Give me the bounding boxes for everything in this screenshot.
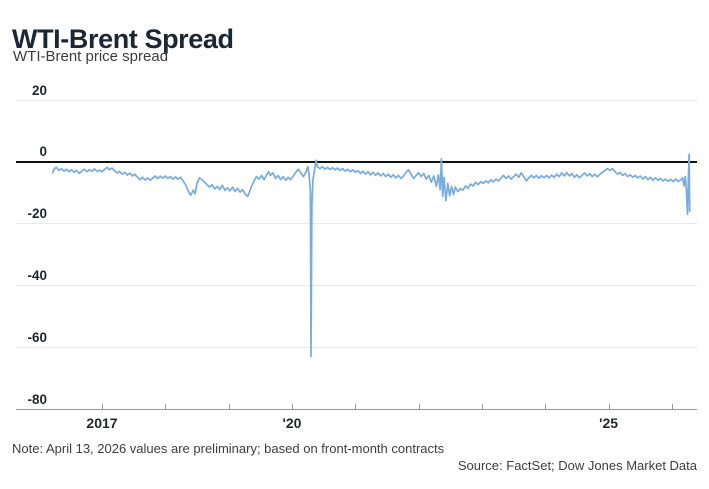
y-tick-label: -80 bbox=[27, 391, 47, 407]
x-tick-label: '20 bbox=[282, 415, 302, 431]
y-tick-label: 20 bbox=[31, 82, 47, 98]
x-tick bbox=[228, 404, 230, 409]
x-tick bbox=[545, 404, 547, 409]
x-tick bbox=[672, 404, 673, 409]
gridline bbox=[16, 99, 697, 101]
spread-series-line bbox=[51, 153, 691, 358]
x-tick bbox=[418, 404, 420, 409]
x-tick bbox=[165, 404, 167, 409]
x-tick-label: '25 bbox=[599, 415, 619, 431]
x-tick bbox=[292, 404, 293, 409]
zero-line bbox=[16, 160, 697, 163]
chart-subtitle: WTI-Brent price spread bbox=[13, 48, 169, 65]
x-tick bbox=[482, 404, 483, 409]
gridline bbox=[16, 223, 697, 225]
x-tick bbox=[355, 404, 357, 409]
chart-title: WTI-Brent Spread bbox=[12, 24, 234, 55]
source-credit: Source: FactSet; Dow Jones Market Data bbox=[457, 458, 697, 473]
y-tick-label: 0 bbox=[39, 144, 47, 160]
x-tick bbox=[102, 404, 103, 409]
footnote: Note: April 13, 2026 values are prelimin… bbox=[12, 441, 445, 456]
y-tick-label: -40 bbox=[27, 267, 47, 283]
y-tick-label: -20 bbox=[27, 206, 47, 222]
gridline bbox=[16, 346, 697, 348]
gridline bbox=[16, 408, 697, 410]
y-tick-label: -60 bbox=[27, 329, 47, 345]
x-tick bbox=[608, 404, 610, 409]
gridline bbox=[16, 284, 697, 286]
x-tick-label: 2017 bbox=[86, 415, 118, 431]
